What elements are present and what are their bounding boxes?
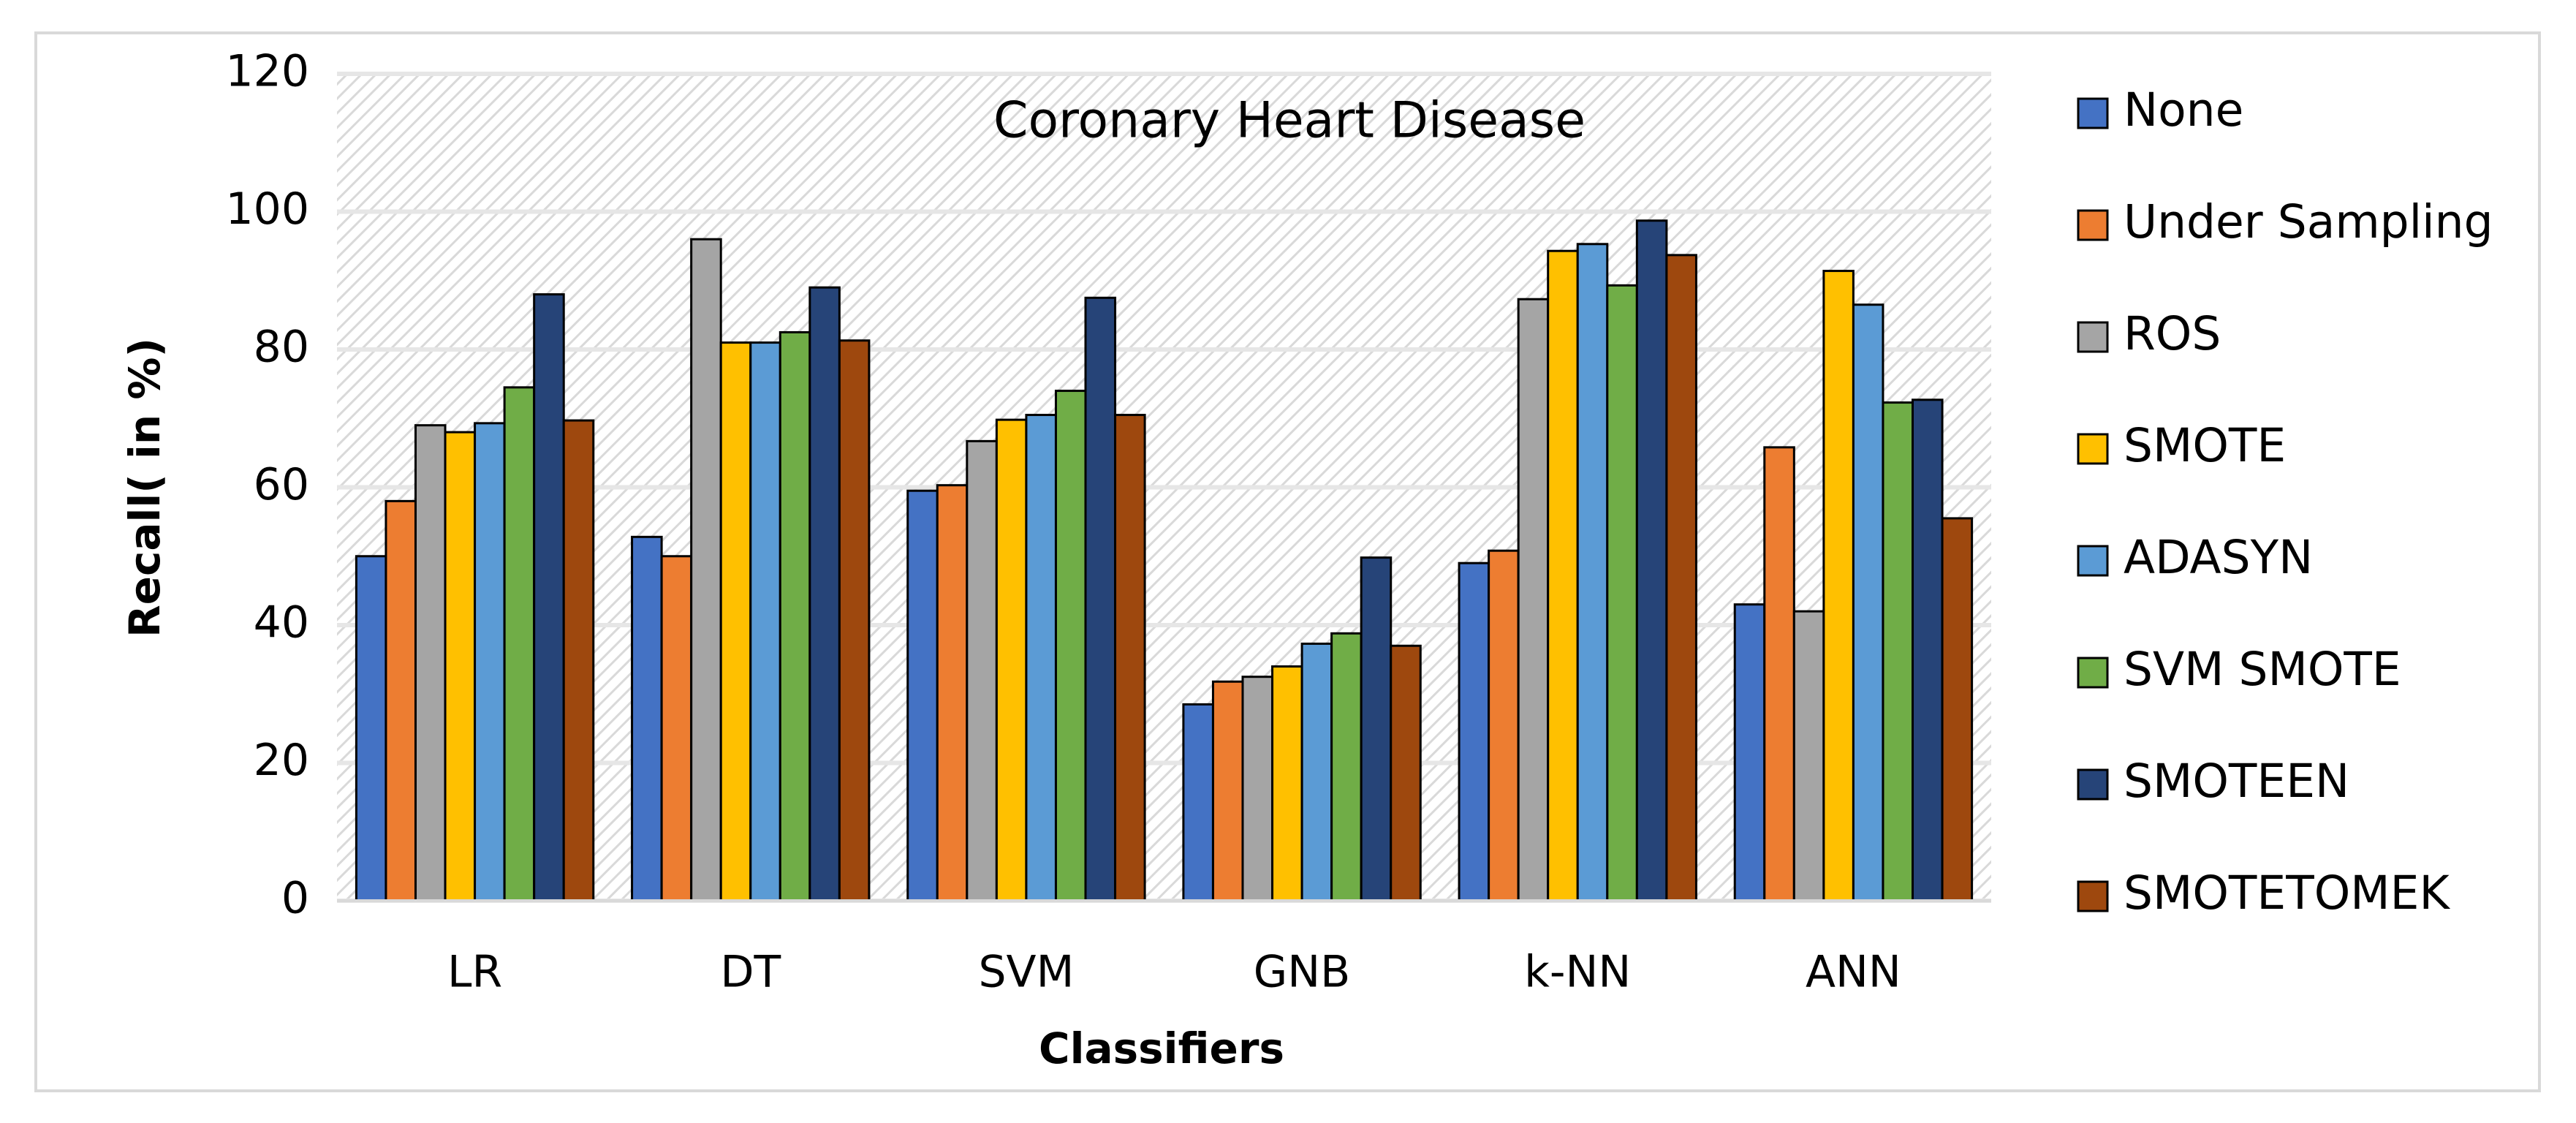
bar	[631, 535, 663, 902]
legend-label: SMOTEEN	[2124, 755, 2349, 808]
legend-swatch	[2077, 209, 2109, 241]
bar	[1635, 219, 1668, 902]
bar	[1025, 414, 1057, 902]
x-tick-label: k-NN	[1524, 947, 1631, 998]
bar	[444, 431, 477, 902]
legend-swatch	[2077, 768, 2109, 801]
bar	[1547, 249, 1579, 902]
bar	[503, 386, 536, 902]
legend-label: Under Sampling	[2124, 195, 2493, 249]
x-axis-label: Classifiers	[1039, 1024, 1284, 1073]
chart-title: Coronary Heart Disease	[993, 92, 1586, 150]
bar	[474, 422, 506, 902]
bar	[1941, 517, 1974, 902]
bar	[1114, 414, 1146, 902]
bar	[779, 330, 811, 902]
bar	[1763, 446, 1795, 902]
bar	[906, 489, 939, 902]
bar	[1517, 298, 1550, 902]
bar	[414, 424, 447, 902]
bar	[808, 286, 841, 902]
bar	[1488, 549, 1520, 902]
bar	[1882, 401, 1914, 902]
bar	[1084, 296, 1117, 902]
bar	[1360, 556, 1393, 902]
bar	[1182, 703, 1214, 902]
legend-swatch	[2077, 97, 2109, 129]
y-tick-label: 20	[254, 735, 309, 786]
bar	[966, 439, 998, 902]
legend-swatch	[2077, 880, 2109, 912]
bar	[1211, 680, 1244, 902]
x-tick-label: SVM	[978, 947, 1074, 998]
x-tick-label: LR	[447, 947, 502, 998]
y-tick-label: 100	[225, 184, 309, 235]
bar	[1054, 390, 1087, 902]
bar	[533, 293, 565, 902]
bar	[1458, 562, 1490, 902]
bar	[1665, 254, 1697, 902]
legend-label: ADASYN	[2124, 531, 2313, 584]
legend-label: None	[2124, 83, 2243, 137]
bar	[749, 341, 781, 902]
x-tick-label: ANN	[1806, 947, 1901, 998]
y-tick-label: 0	[281, 873, 309, 924]
bar	[1852, 303, 1884, 902]
y-tick-label: 40	[254, 597, 309, 649]
y-tick-label: 80	[254, 322, 309, 373]
bar	[1912, 398, 1944, 902]
bar	[1271, 665, 1303, 902]
bar	[384, 499, 417, 902]
bar	[936, 484, 969, 902]
bar	[562, 419, 595, 902]
bar	[1792, 610, 1825, 902]
bar	[995, 418, 1028, 902]
legend-swatch	[2077, 657, 2109, 689]
x-tick-label: DT	[720, 947, 781, 998]
legend-label: SVM SMOTE	[2124, 643, 2401, 696]
bar	[1606, 284, 1638, 902]
bar	[1822, 270, 1855, 902]
bar	[1576, 243, 1609, 902]
bar	[1390, 644, 1422, 902]
legend-swatch	[2077, 545, 2109, 577]
bar	[355, 555, 387, 902]
legend-swatch	[2077, 321, 2109, 353]
x-tick-label: GNB	[1254, 947, 1351, 998]
bar	[690, 238, 722, 902]
legend-label: ROS	[2124, 307, 2221, 360]
bar	[660, 555, 693, 902]
bar	[1300, 642, 1333, 902]
y-tick-label: 60	[254, 459, 309, 510]
bar	[838, 339, 871, 902]
bar	[1330, 632, 1363, 902]
y-tick-label: 120	[225, 46, 309, 97]
legend-swatch	[2077, 433, 2109, 465]
bar	[719, 341, 752, 902]
legend-label: SMOTE	[2124, 419, 2286, 472]
legend-label: SMOTETOMEK	[2124, 866, 2450, 920]
y-axis-label: Recall( in %)	[120, 338, 170, 638]
bar	[1241, 676, 1274, 902]
bar	[1733, 603, 1766, 902]
